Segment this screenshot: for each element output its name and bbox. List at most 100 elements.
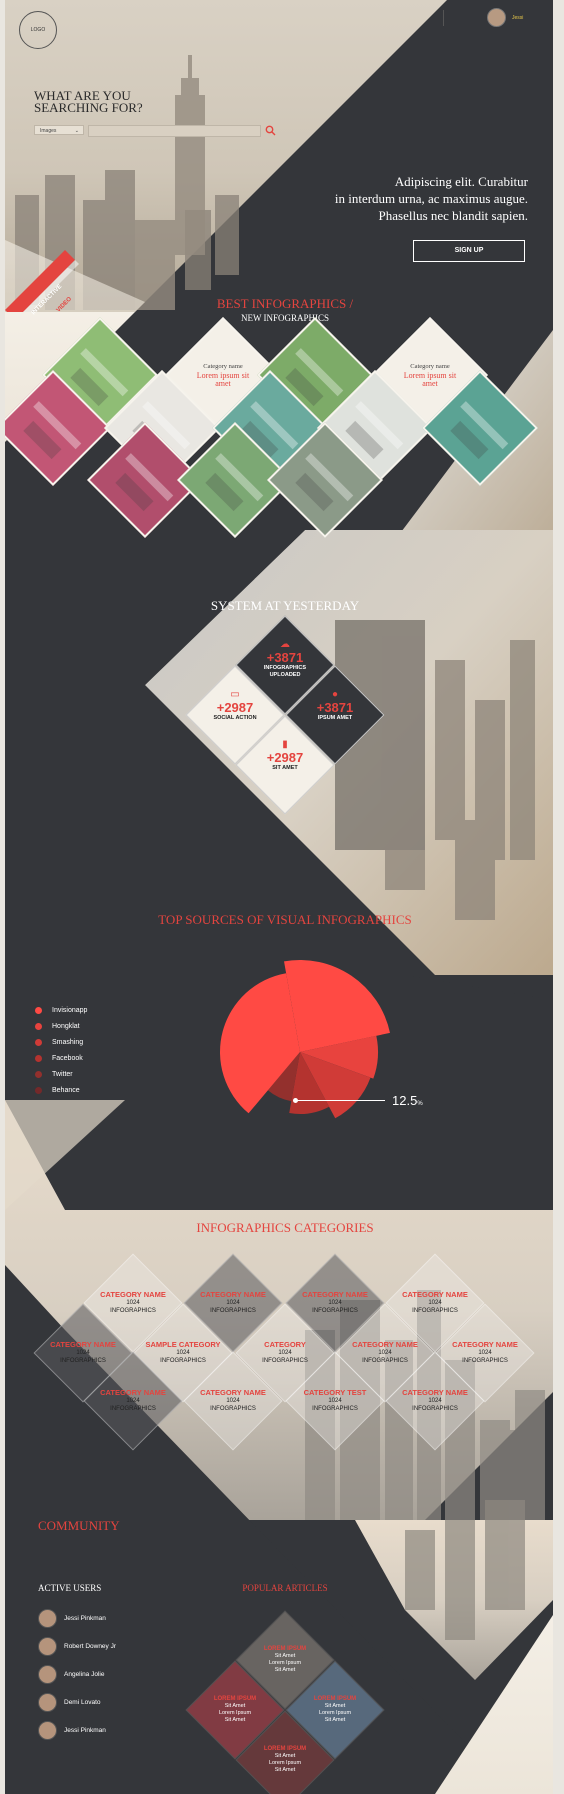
- legend-label: Smashing: [52, 1038, 84, 1046]
- chevron-down-icon: ⌄: [74, 128, 79, 134]
- stat-card: ▭ +2987 SOCIAL ACTION: [190, 689, 280, 722]
- category-label: INFOGRAPHICS: [312, 1406, 358, 1412]
- legend-dot: [35, 1054, 42, 1062]
- chat-bubble-icon: ●: [331, 689, 339, 700]
- category-item: CATEGORY NAME 1024 INFOGRAPHICS: [83, 1291, 183, 1315]
- category-name: CATEGORY NAME: [200, 1290, 266, 1299]
- article-title: LOREM IPSUM: [213, 1696, 257, 1702]
- category-label: INFOGRAPHICS: [262, 1358, 308, 1364]
- stat-label: UPLOADED: [269, 672, 301, 678]
- article-line: Sit Amet: [274, 1753, 296, 1759]
- active-user[interactable]: Jessi Pinkman: [38, 1604, 116, 1632]
- sources-pie-chart: [220, 960, 390, 1119]
- active-user[interactable]: Robert Downey Jr: [38, 1632, 116, 1660]
- category-name: CATEGORY TEST: [303, 1388, 367, 1397]
- popular-articles-title: POPULAR ARTICLES: [242, 1583, 328, 1593]
- active-user[interactable]: Jessi Pinkman: [38, 1716, 116, 1744]
- user-menu[interactable]: Jessi: [487, 8, 523, 27]
- avatar: [38, 1664, 57, 1684]
- category-item: CATEGORY NAME 1024 INFOGRAPHICS: [385, 1389, 485, 1413]
- category-name: CATEGORY: [264, 1340, 306, 1349]
- logo-text: LOGO: [30, 27, 46, 33]
- category-label: INFOGRAPHICS: [110, 1406, 156, 1412]
- category-item: CATEGORY NAME 1024 INFOGRAPHICS: [183, 1389, 283, 1413]
- thumb-category-desc: Lorem ipsum sit amet: [196, 370, 250, 388]
- category-name: CATEGORY NAME: [100, 1388, 166, 1397]
- community-title: COMMUNITY: [38, 1518, 120, 1533]
- search-title: WHAT ARE YOU SEARCHING FOR?: [34, 89, 143, 115]
- category-name: CATEGORY NAME: [352, 1340, 418, 1349]
- header-divider: [443, 10, 444, 26]
- article-line: Sit Amet: [274, 1767, 296, 1773]
- pie-callout-line: [295, 1100, 385, 1101]
- best-title: BEST INFOGRAPHICS /: [216, 296, 354, 311]
- avatar: [38, 1692, 57, 1712]
- active-user-name: Jessi Pinkman: [64, 1726, 106, 1734]
- thumb-category-name: Category name: [203, 362, 243, 370]
- article-title: LOREM IPSUM: [313, 1696, 357, 1702]
- article-line: Sit Amet: [224, 1717, 246, 1723]
- search-select-value: Images: [40, 128, 57, 134]
- pie-slice: [267, 1052, 300, 1102]
- signup-button[interactable]: SIGN UP: [413, 240, 525, 262]
- active-user-name: Angelina Jolie: [64, 1670, 105, 1678]
- category-name: CATEGORY NAME: [50, 1340, 116, 1349]
- active-user-name: Jessi Pinkman: [64, 1614, 106, 1622]
- category-count: 1024: [478, 1350, 492, 1356]
- legend-item: Smashing: [35, 1034, 87, 1050]
- article-line: Sit Amet: [224, 1703, 246, 1709]
- category-count: 1024: [378, 1350, 392, 1356]
- legend-label: Hongklat: [52, 1022, 80, 1030]
- category-name: CATEGORY NAME: [200, 1388, 266, 1397]
- search-title-line2: SEARCHING FOR?: [34, 100, 143, 115]
- category-item: CATEGORY NAME 1024 INFOGRAPHICS: [33, 1341, 133, 1365]
- legend-label: Facebook: [52, 1054, 83, 1062]
- search-category-select[interactable]: Images ⌄: [34, 125, 84, 135]
- stat-value: +2987: [266, 750, 304, 765]
- legend-dot: [35, 1038, 42, 1046]
- search-icon[interactable]: [265, 125, 276, 136]
- active-user[interactable]: Demi Lovato: [38, 1688, 116, 1716]
- best-infographics-heading: BEST INFOGRAPHICS / NEW INFOGRAPHICS: [155, 296, 415, 323]
- hero-line3: Phasellus nec blandit sapien.: [378, 208, 528, 223]
- article-card: LOREM IPSUM Sit Amet Lorem Ipsum Sit Amet: [245, 1746, 325, 1774]
- stat-card: ▮ +2987 SIT AMET: [240, 739, 330, 772]
- pie-callout-value: 12.5: [392, 1093, 418, 1108]
- category-name: CATEGORY NAME: [302, 1290, 368, 1299]
- category-item: CATEGORY NAME 1024 INFOGRAPHICS: [285, 1291, 385, 1315]
- avatar: [38, 1636, 57, 1656]
- hero-line1: Adipiscing elit. Curabitur: [394, 174, 528, 189]
- category-item: CATEGORY TEST 1024 INFOGRAPHICS: [285, 1389, 385, 1413]
- stat-value: +3871: [316, 700, 354, 715]
- stat-value: +2987: [216, 700, 254, 715]
- article-line: Lorem Ipsum: [268, 1660, 302, 1666]
- stat-card: ☁ +3871 INFOGRAPHICS UPLOADED: [240, 639, 330, 679]
- category-label: INFOGRAPHICS: [412, 1406, 458, 1412]
- active-user-name: Demi Lovato: [64, 1698, 101, 1706]
- landing-page: LOGO Jessi WHAT ARE YOU SEARCHING FOR? I…: [5, 0, 553, 1794]
- user-name: Jessi: [512, 14, 524, 21]
- legend-dot: [35, 1006, 42, 1014]
- article-line: Sit Amet: [324, 1717, 346, 1723]
- categories-title: INFOGRAPHICS CATEGORIES: [196, 1220, 374, 1235]
- search-input[interactable]: [88, 125, 261, 137]
- logo-badge[interactable]: LOGO: [19, 11, 57, 49]
- category-item: CATEGORY NAME 1024 INFOGRAPHICS: [83, 1389, 183, 1413]
- article-card: LOREM IPSUM Sit Amet Lorem Ipsum Sit Amet: [245, 1646, 325, 1674]
- article-line: Lorem Ipsum: [268, 1760, 302, 1766]
- active-user[interactable]: Angelina Jolie: [38, 1660, 116, 1688]
- legend-item: Facebook: [35, 1050, 87, 1066]
- pie-callout-unit: %: [417, 1101, 423, 1107]
- category-item: CATEGORY 1024 INFOGRAPHICS: [235, 1341, 335, 1365]
- category-count: 1024: [328, 1300, 342, 1306]
- background-artwork: [5, 0, 553, 1794]
- category-count: 1024: [278, 1350, 292, 1356]
- category-item: CATEGORY NAME 1024 INFOGRAPHICS: [385, 1291, 485, 1315]
- pie-callout: 12.5%: [392, 1092, 423, 1110]
- sources-title: TOP SOURCES OF VISUAL INFOGRAPHICS: [158, 912, 412, 927]
- active-users-list: Jessi Pinkman Robert Downey Jr Angelina Jo…: [38, 1604, 116, 1744]
- legend-label: Invisionapp: [52, 1006, 88, 1014]
- category-count: 1024: [328, 1398, 342, 1404]
- pie-slice: [300, 1035, 378, 1079]
- category-label: INFOGRAPHICS: [110, 1308, 156, 1314]
